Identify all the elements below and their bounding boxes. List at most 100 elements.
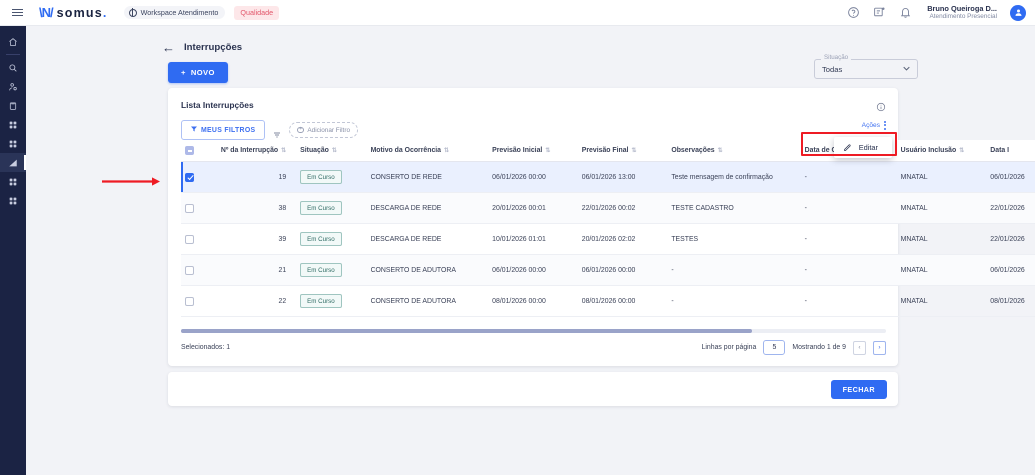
rows-per-page-select[interactable]: 5 [763, 340, 786, 355]
prev-page-button[interactable]: ‹ [853, 340, 866, 355]
cell-data-inclusao: 22/01/2026 [986, 192, 1035, 224]
top-bar: \N/ somus. Workspace Atendimento Qualida… [0, 0, 1035, 26]
cell-usuario-inclusao: MNATAL [896, 192, 987, 224]
avatar[interactable] [1010, 4, 1026, 21]
table-row[interactable]: 38 Em Curso DESCARGA DE REDE 20/01/2026 … [181, 192, 1035, 224]
th-previsao-final[interactable]: Previsão Final ⇅ [577, 140, 668, 162]
th-usuario-inclusao[interactable]: Usuário Inclusão ⇅ [896, 140, 987, 162]
sidebar-item-grid-2[interactable] [0, 134, 26, 153]
row-select-cell[interactable] [181, 161, 205, 193]
cell-motivo: DESCARGA DE REDE [366, 223, 489, 255]
back-arrow-icon[interactable]: ← [162, 40, 175, 55]
brand-mark-icon: \N/ [39, 5, 54, 20]
table-body: 19 Em Curso CONSERTO DE REDE 06/01/2026 … [181, 161, 1035, 317]
filter-toolbar: MEUS FILTROS + Adicionar Filtro [181, 120, 359, 140]
row-checkbox[interactable] [185, 203, 194, 213]
sort-icon: ⇅ [444, 148, 450, 154]
brand-name: somus [56, 5, 103, 20]
kebab-menu-icon[interactable] [884, 121, 886, 130]
cell-numero: 19 [204, 161, 297, 193]
next-page-button[interactable]: › [873, 340, 886, 355]
cell-situacao: Em Curso [296, 192, 367, 224]
cell-previsao-final: 20/01/2026 02:02 [577, 223, 668, 255]
sidebar-item-chart[interactable] [0, 153, 26, 172]
filter-list-icon[interactable] [273, 126, 281, 138]
cell-observacoes: - [667, 254, 801, 286]
table-row[interactable]: 39 Em Curso DESCARGA DE REDE 10/01/2026 … [181, 223, 1035, 255]
pagination: Linhas por página 5 Mostrando 1 de 9 ‹ › [702, 340, 886, 355]
plus-icon: + [181, 68, 186, 77]
sidebar-item-search[interactable] [0, 58, 26, 77]
sort-icon: ⇅ [281, 148, 287, 154]
page-title: Interrupções [184, 42, 243, 53]
actions-menu-trigger[interactable]: Ações [862, 121, 886, 130]
cell-usuario-inclusao: MNATAL [896, 285, 987, 317]
select-all-checkbox[interactable] [185, 146, 194, 155]
situacao-select[interactable]: Todas [814, 59, 918, 79]
showing-label: Mostrando 1 de 9 [792, 344, 846, 351]
cell-numero: 38 [204, 192, 297, 224]
cell-numero: 21 [204, 254, 297, 286]
th-observacoes[interactable]: Observações ⇅ [667, 140, 801, 162]
row-checkbox[interactable] [185, 172, 194, 182]
cell-usuario-inclusao: MNATAL [896, 161, 987, 193]
cell-observacoes: TESTE CADASTRO [667, 192, 801, 224]
cell-data-conclusao: - [800, 223, 897, 255]
workspace-chip[interactable]: Workspace Atendimento [123, 6, 226, 19]
row-checkbox[interactable] [185, 296, 194, 306]
cell-data-inclusao: 06/01/2026 [986, 161, 1035, 193]
help-icon[interactable] [847, 6, 860, 19]
hamburger-icon[interactable] [4, 8, 30, 17]
my-filters-button[interactable]: MEUS FILTROS [181, 120, 266, 140]
sidebar-item-user-settings[interactable] [0, 77, 26, 96]
edit-menu-item[interactable]: Editar [833, 137, 892, 158]
add-filter-chip[interactable]: + Adicionar Filtro [289, 122, 359, 138]
sidebar-item-clipboard[interactable] [0, 96, 26, 115]
th-data-inclusao[interactable]: Data I [986, 140, 1035, 162]
horizontal-scrollbar[interactable] [181, 329, 886, 333]
th-previsao-final-label: Previsão Final [581, 147, 629, 154]
info-icon[interactable] [876, 99, 886, 112]
th-previsao-inicial[interactable]: Previsão Inicial ⇅ [488, 140, 578, 162]
left-sidebar [0, 26, 26, 475]
user-block[interactable]: Bruno Queiroga D... Atendimento Presenci… [927, 4, 997, 21]
add-filter-label: Adicionar Filtro [307, 126, 351, 134]
th-situacao[interactable]: Situação ⇅ [296, 140, 367, 162]
close-button[interactable]: FECHAR [830, 379, 887, 399]
row-select-cell[interactable] [181, 192, 205, 224]
row-checkbox[interactable] [185, 234, 194, 244]
actions-label: Ações [861, 121, 880, 129]
th-motivo[interactable]: Motivo da Ocorrência ⇅ [366, 140, 489, 162]
select-all-cell[interactable] [181, 140, 205, 162]
quality-badge: Qualidade [234, 5, 280, 20]
sidebar-item-grid-3[interactable] [0, 172, 26, 191]
table-row[interactable]: 19 Em Curso CONSERTO DE REDE 06/01/2026 … [181, 161, 1035, 193]
cell-situacao: Em Curso [296, 161, 367, 193]
status-badge: Em Curso [300, 170, 342, 184]
sort-icon: ⇅ [717, 148, 723, 154]
cell-data-conclusao: - [800, 285, 897, 317]
plus-circle-icon: + [297, 126, 304, 134]
cell-situacao: Em Curso [296, 223, 367, 255]
sidebar-item-grid-4[interactable] [0, 191, 26, 210]
cell-previsao-inicial: 10/01/2026 01:01 [488, 223, 578, 255]
table-row[interactable]: 21 Em Curso CONSERTO DE ADUTORA 06/01/20… [181, 254, 1035, 286]
row-select-cell[interactable] [181, 223, 205, 255]
cell-previsao-final: 22/01/2026 00:02 [577, 192, 668, 224]
table-row[interactable]: 22 Em Curso CONSERTO DE ADUTORA 08/01/20… [181, 285, 1035, 317]
sort-icon: ⇅ [545, 148, 551, 154]
sidebar-divider [6, 54, 20, 55]
bell-icon[interactable] [899, 6, 912, 19]
new-button[interactable]: + NOVO [168, 62, 228, 83]
th-situacao-label: Situação [300, 147, 329, 154]
row-select-cell[interactable] [181, 285, 205, 317]
row-select-cell[interactable] [181, 254, 205, 286]
row-checkbox[interactable] [185, 265, 194, 275]
sidebar-item-home[interactable] [0, 32, 26, 51]
user-name: Bruno Queiroga D... [927, 3, 997, 13]
situacao-value: Todas [822, 64, 843, 74]
sidebar-item-grid-1[interactable] [0, 115, 26, 134]
scrollbar-thumb[interactable] [181, 329, 753, 333]
apps-icon[interactable] [873, 6, 886, 19]
th-numero[interactable]: Nº da Interrupção ⇅ [204, 140, 297, 162]
